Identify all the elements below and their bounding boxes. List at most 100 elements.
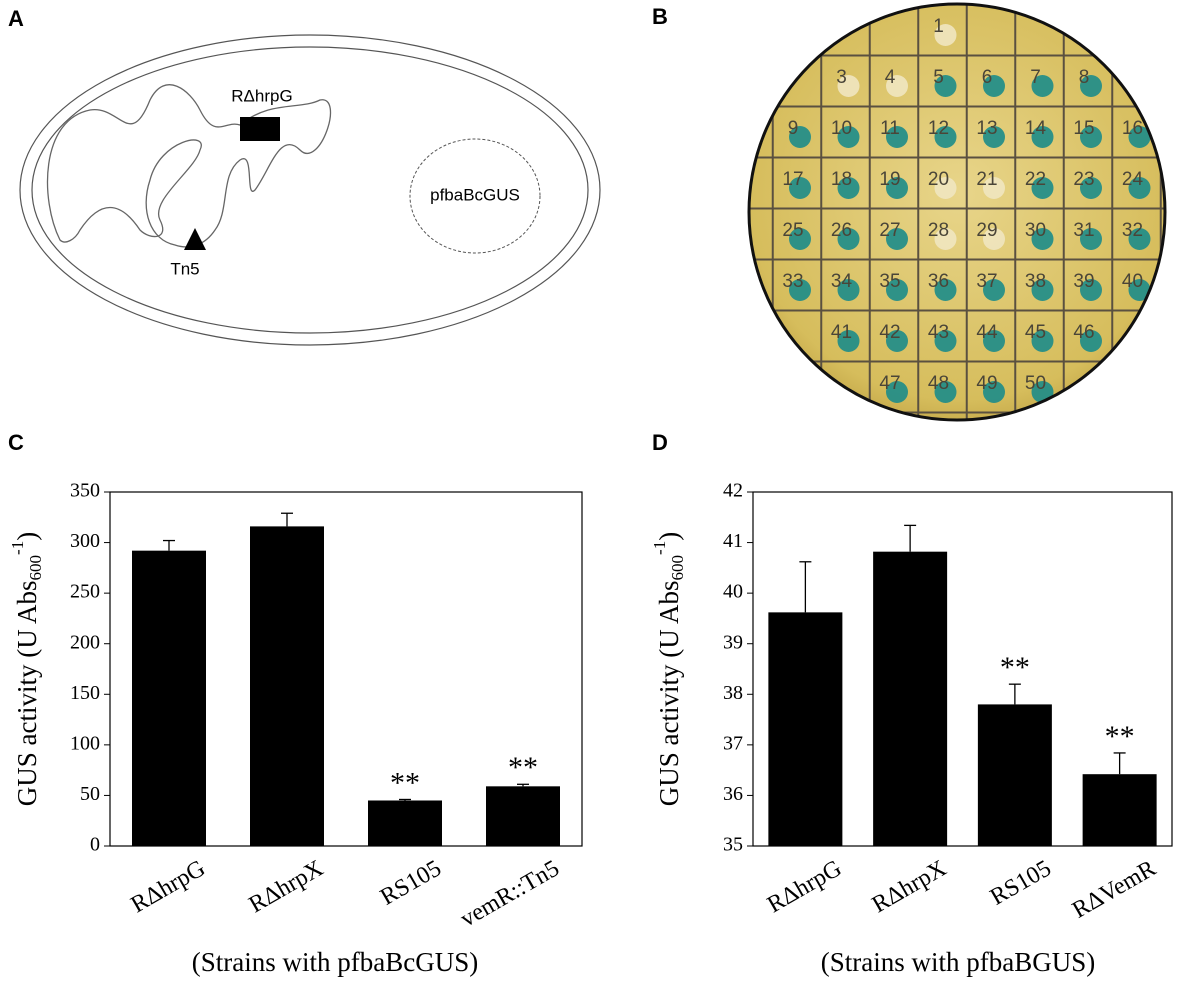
colony: [886, 75, 908, 97]
x-tick-label: RS105: [986, 855, 1056, 910]
y-tick-label: 41: [723, 530, 743, 552]
colony: [1031, 177, 1054, 199]
y-tick-label: 150: [70, 682, 100, 704]
bar: [768, 612, 843, 846]
plot-frame: [752, 491, 1173, 847]
significance-mark: **: [508, 751, 538, 784]
well-number: 1: [933, 16, 944, 37]
colony: [789, 228, 811, 250]
y-tick-label: 300: [70, 530, 100, 552]
well-number: 48: [928, 373, 949, 394]
colony: [837, 126, 860, 148]
well-number: 13: [976, 118, 997, 139]
colony: [983, 126, 1005, 148]
colony: [934, 279, 957, 301]
well-number: 36: [928, 271, 949, 292]
y-tick-label: 100: [70, 732, 100, 754]
well-number: 17: [782, 169, 803, 190]
colony: [789, 177, 811, 199]
well-number: 44: [976, 322, 998, 343]
colony: [886, 279, 908, 301]
well-number: 49: [976, 373, 997, 394]
y-tick-label: 350: [70, 480, 100, 502]
well-number: 50: [1025, 373, 1046, 394]
bar: [873, 551, 948, 846]
y-axis-label: GUS activity (U Abs600-1): [650, 532, 687, 806]
colony: [837, 330, 860, 352]
well-number: 4: [885, 67, 896, 88]
inner-membrane: [31, 46, 589, 334]
bar: [977, 704, 1052, 846]
y-axis-label-part: -1: [650, 541, 669, 555]
well-number: 25: [782, 220, 803, 241]
well-number: 15: [1073, 118, 1094, 139]
colony: [1128, 126, 1151, 148]
well-number: 8: [1079, 67, 1090, 88]
bar: [1082, 774, 1157, 846]
well-number: 26: [831, 220, 852, 241]
x-axis-label: (Strains with pfbaBcGUS): [192, 947, 478, 977]
well-number: 11: [880, 118, 900, 139]
well-number: 35: [879, 271, 900, 292]
well-number: 23: [1073, 169, 1094, 190]
well-number: 20: [928, 169, 949, 190]
well-number: 28: [928, 220, 949, 241]
y-axis-label-part: 600: [668, 555, 687, 581]
panel-label: C: [8, 430, 24, 455]
well-number: 30: [1025, 220, 1046, 241]
x-tick-label: RΔhrpX: [245, 855, 328, 918]
colony: [837, 177, 860, 199]
colony: [886, 126, 908, 148]
y-tick-label: 200: [70, 631, 100, 653]
significance-mark: **: [1105, 720, 1135, 753]
colony: [1031, 330, 1054, 352]
plasmid: [409, 138, 541, 254]
bar: [368, 800, 442, 846]
well-number: 5: [933, 67, 944, 88]
colony: [837, 228, 860, 250]
panel-label: D: [652, 430, 668, 455]
colony: [1128, 279, 1151, 301]
colony: [934, 330, 957, 352]
x-tick-label: vemR::Tn5: [456, 855, 564, 932]
well-number: 22: [1025, 169, 1046, 190]
well-number: 41: [831, 322, 852, 343]
bar: [486, 786, 560, 846]
colony: [1080, 177, 1102, 199]
colony: [1080, 75, 1102, 97]
well-number: 46: [1073, 322, 1094, 343]
colony: [1128, 228, 1151, 250]
well-number: 34: [831, 271, 853, 292]
well-number: 6: [982, 67, 993, 88]
well-number: 16: [1122, 118, 1143, 139]
colony: [789, 126, 811, 148]
transposon: [184, 228, 206, 250]
outer-membrane: [19, 34, 601, 346]
well-number: 32: [1122, 220, 1143, 241]
y-tick-label: 35: [723, 834, 743, 856]
well-number: 3: [836, 67, 847, 88]
y-tick-label: 0: [90, 834, 100, 856]
bar: [132, 550, 206, 846]
y-tick-label: 38: [723, 682, 743, 704]
well-number: 37: [976, 271, 997, 292]
colony: [983, 330, 1005, 352]
colony: [1080, 330, 1102, 352]
plot-frame: [109, 491, 583, 847]
agar: [749, 4, 1165, 420]
well-number: 24: [1122, 169, 1144, 190]
cell-diagram: RΔhrpG Tn5 pfbaBcGUS: [19, 34, 601, 346]
x-tick-label: RΔhrpX: [868, 855, 951, 918]
colony: [837, 279, 860, 301]
colony: [1080, 126, 1102, 148]
well-number: 42: [879, 322, 900, 343]
well-number: 14: [1025, 118, 1047, 139]
y-tick-label: 36: [723, 783, 743, 805]
colony: [886, 228, 908, 250]
colony: [934, 177, 957, 199]
colony: [1128, 177, 1151, 199]
colony: [934, 75, 957, 97]
colony: [837, 75, 860, 97]
significance-mark: **: [390, 766, 420, 799]
